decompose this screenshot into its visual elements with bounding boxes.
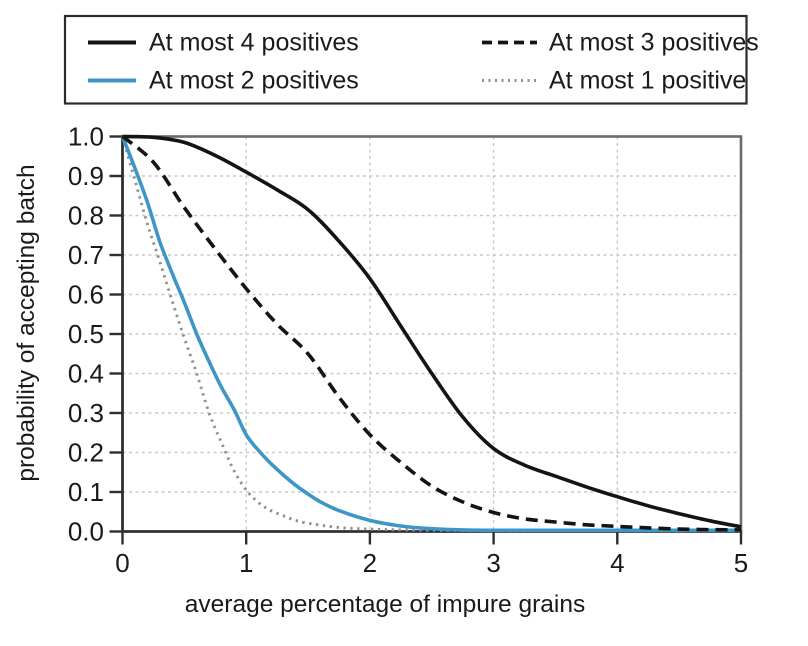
curve-at-most-3-positives [121,135,742,532]
x-axis-title: average percentage of impure grains [184,591,586,618]
gridlines [122,136,741,532]
x-tick-label: 3 [486,548,500,578]
x-tick-label: 2 [363,548,377,578]
y-tick-label: 0.7 [68,240,104,270]
y-tick-label: 0.2 [68,438,104,468]
legend-box [63,14,748,105]
legend-label: At most 2 positives [149,67,359,95]
legend-label: At most 4 positives [149,29,359,57]
curves [120,134,742,533]
legend: At most 4 positives At most 3 positives At… [63,14,759,105]
y-tick-label: 0.5 [68,319,104,349]
legend-entry-at-most-3-positives: At most 3 positives [482,29,759,57]
legend-entry-at-most-4-positives: At most 4 positives [88,29,359,57]
x-tick-label: 1 [239,548,253,578]
curve-at-most-2-positives [120,135,741,533]
y-tick-label: 0.4 [68,359,104,389]
y-tick-label: 0.0 [68,517,104,547]
x-tick-label: 5 [734,548,748,578]
y-tick-label: 0.1 [68,477,104,507]
legend-label: At most 3 positives [549,29,759,57]
y-tick-label: 0.6 [68,280,104,310]
legend-entry-at-most-1-positive: At most 1 positive [482,67,746,95]
y-tick-label: 0.8 [68,201,104,231]
curve-at-most-1-positive [121,136,741,533]
axis-ticks: 1.0 0.9 0.8 0.7 0.6 0.5 0.4 0.3 0.2 0.1 0.0 0 1 2 3 4 5 [68,122,748,579]
legend-entry-at-most-2-positives: At most 2 positives [88,67,359,95]
y-axis-title: probability of accepting batch [13,164,40,482]
y-tick-label: 0.3 [68,398,104,428]
x-tick-label: 4 [610,548,624,578]
y-tick-label: 1.0 [68,122,104,152]
y-tick-label: 0.9 [68,161,104,191]
legend-label: At most 1 positive [549,67,746,95]
curve-at-most-4-positives [122,134,742,529]
x-tick-label: 0 [115,548,129,578]
